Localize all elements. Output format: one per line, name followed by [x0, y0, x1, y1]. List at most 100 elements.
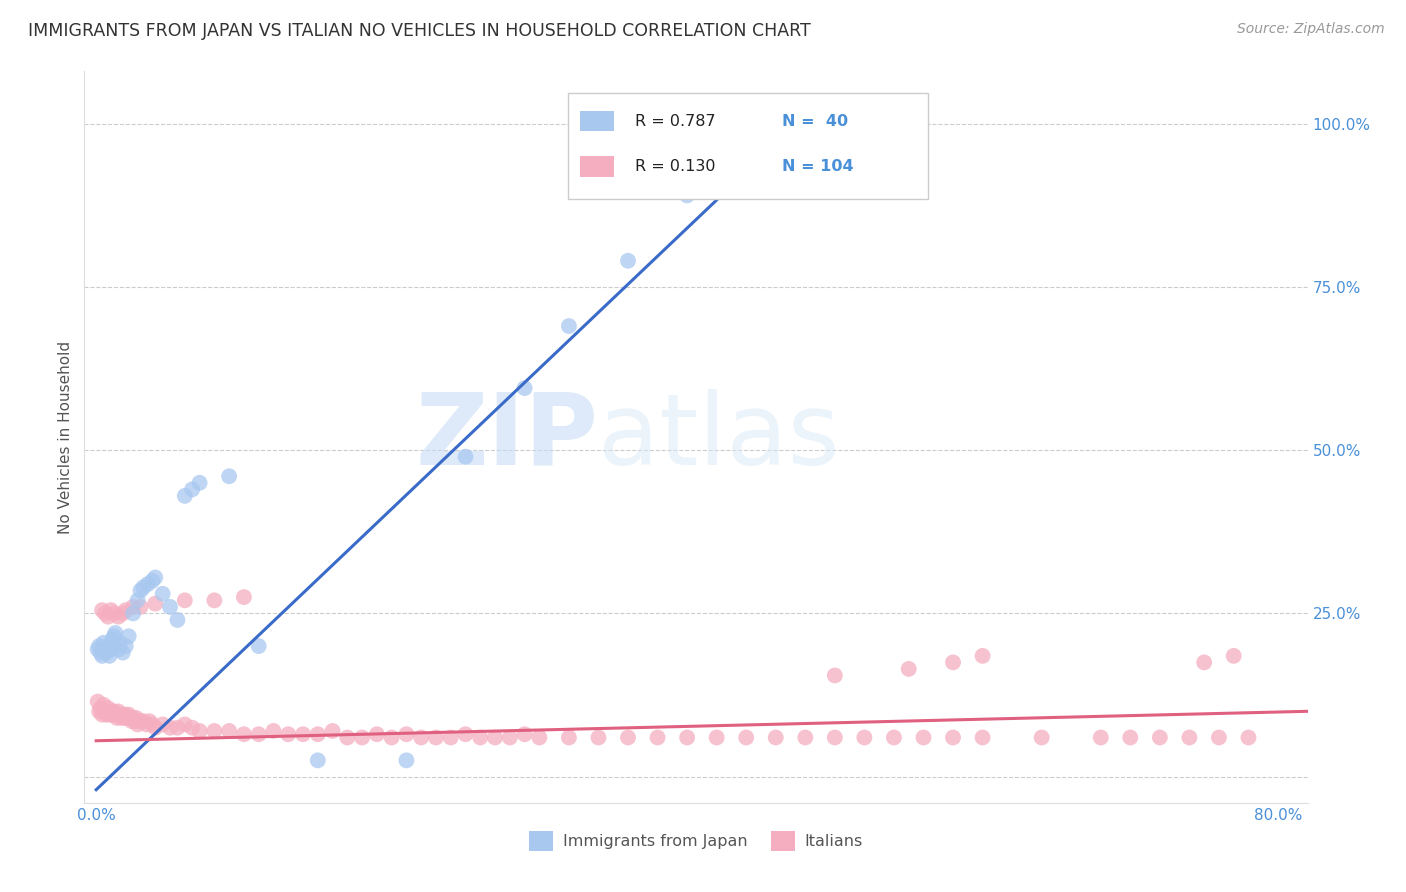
Point — [897, 662, 920, 676]
Point — [122, 607, 145, 621]
Point — [94, 642, 117, 657]
Point — [232, 590, 254, 604]
Point — [143, 721, 166, 735]
Point — [94, 607, 117, 621]
Point — [143, 597, 166, 611]
Point — [118, 707, 141, 722]
Legend: Immigrants from Japan, Italians: Immigrants from Japan, Italians — [523, 825, 869, 857]
Text: atlas: atlas — [598, 389, 839, 485]
Point — [617, 731, 640, 745]
Point — [262, 723, 284, 738]
Point — [132, 580, 155, 594]
Point — [647, 731, 669, 745]
Point — [96, 646, 118, 660]
Point — [110, 711, 132, 725]
Point — [395, 753, 418, 767]
Point — [912, 731, 935, 745]
Point — [322, 723, 344, 738]
Point — [108, 707, 131, 722]
Point — [141, 717, 163, 731]
Point — [125, 711, 148, 725]
Point — [1192, 656, 1215, 670]
Point — [232, 727, 254, 741]
Point — [188, 723, 211, 738]
Text: IMMIGRANTS FROM JAPAN VS ITALIAN NO VEHICLES IN HOUSEHOLD CORRELATION CHART: IMMIGRANTS FROM JAPAN VS ITALIAN NO VEHI… — [28, 22, 811, 40]
Point — [411, 731, 433, 745]
Text: Source: ZipAtlas.com: Source: ZipAtlas.com — [1237, 22, 1385, 37]
Text: ZIP: ZIP — [415, 389, 598, 485]
Point — [103, 607, 125, 621]
Point — [111, 707, 134, 722]
Point — [824, 731, 846, 745]
Point — [100, 603, 122, 617]
Point — [277, 727, 299, 741]
Point — [853, 731, 876, 745]
Point — [124, 714, 146, 728]
Point — [107, 642, 129, 657]
Point — [470, 731, 492, 745]
Point — [173, 593, 195, 607]
Point — [138, 714, 160, 728]
Point — [824, 668, 846, 682]
Point — [143, 570, 166, 584]
Point — [122, 599, 145, 614]
Point — [352, 731, 374, 745]
Point — [1237, 731, 1260, 745]
Point — [96, 707, 118, 722]
Point — [588, 731, 610, 745]
Point — [97, 639, 120, 653]
Point — [1031, 731, 1053, 745]
Point — [676, 731, 699, 745]
Point — [104, 626, 127, 640]
Point — [558, 731, 581, 745]
Point — [127, 717, 149, 731]
Bar — [579, 111, 614, 131]
Point — [513, 381, 536, 395]
Point — [93, 698, 115, 712]
Point — [166, 721, 188, 735]
Point — [103, 705, 125, 719]
Point — [676, 188, 699, 202]
Point — [94, 705, 117, 719]
Point — [152, 587, 174, 601]
Point — [558, 319, 581, 334]
Point — [114, 707, 136, 722]
Point — [114, 639, 136, 653]
Point — [883, 731, 905, 745]
Point — [454, 450, 477, 464]
Point — [132, 714, 155, 728]
Point — [120, 711, 142, 725]
Point — [122, 711, 145, 725]
Point — [103, 629, 125, 643]
Point — [218, 469, 240, 483]
Point — [942, 731, 965, 745]
Point — [141, 574, 163, 588]
Point — [454, 727, 477, 741]
Point — [152, 717, 174, 731]
Text: N =  40: N = 40 — [782, 113, 848, 128]
Point — [115, 711, 138, 725]
Point — [292, 727, 315, 741]
Point — [104, 707, 127, 722]
Point — [112, 711, 135, 725]
Point — [159, 599, 181, 614]
Point — [159, 721, 181, 735]
Point — [188, 475, 211, 490]
Point — [181, 483, 204, 497]
Point — [98, 648, 121, 663]
Point — [484, 731, 506, 745]
Point — [101, 707, 124, 722]
Point — [97, 609, 120, 624]
Point — [381, 731, 404, 745]
Point — [89, 705, 111, 719]
Point — [307, 727, 329, 741]
Point — [1119, 731, 1142, 745]
Point — [247, 639, 270, 653]
Point — [765, 731, 787, 745]
Point — [105, 711, 128, 725]
Point — [972, 648, 994, 663]
Point — [129, 714, 152, 728]
Text: R = 0.787: R = 0.787 — [636, 113, 716, 128]
Point — [735, 731, 758, 745]
Point — [89, 639, 111, 653]
